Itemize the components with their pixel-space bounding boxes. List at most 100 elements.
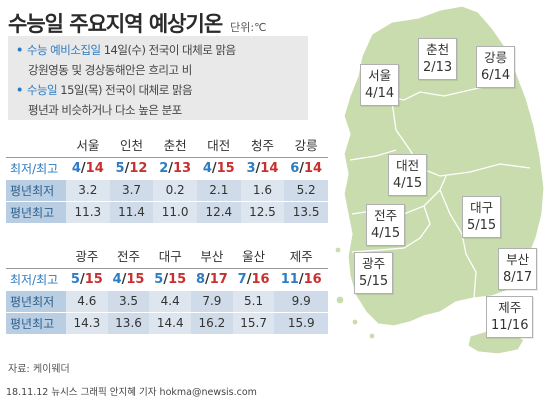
minmax-cell: 8/17 [195, 271, 228, 287]
bullet-icon: • [16, 83, 23, 97]
table-header-row: 서울 인천 춘천 대전 청주 강릉 [6, 133, 328, 158]
map-city-value: 4/14 [365, 86, 395, 101]
min-value: 6 [290, 160, 300, 176]
minmax-cell: 2/13 [159, 160, 192, 176]
map-city-name: 강릉 [484, 50, 508, 65]
minmax-row: 최저/최고 4/14 5/12 2/13 4/15 3/14 6/14 [6, 157, 328, 179]
map-city-value: 4/15 [371, 226, 401, 241]
map-city-value: 8/17 [503, 270, 533, 285]
map-city-name: 대전 [396, 158, 420, 173]
island-shape [368, 332, 376, 340]
map-label-gwangju: 광주 5/15 [354, 252, 394, 294]
city-header: 제주 [274, 244, 328, 269]
max-value: 14 [85, 160, 104, 176]
note-1-highlight: 수능 예비소집일 [26, 43, 101, 57]
avg-max-cell: 15.9 [274, 311, 328, 334]
max-value: 16 [303, 271, 322, 287]
map-city-value: 2/13 [423, 60, 453, 75]
avg-max-cell: 13.6 [107, 311, 150, 334]
minmax-row: 최저/최고 5/15 4/15 5/15 8/17 7/16 11/16 [6, 268, 328, 290]
map-city-value: 5/15 [467, 218, 497, 233]
city-header: 광주 [66, 244, 108, 269]
minmax-cell: 4/14 [71, 160, 104, 176]
minmax-cell: 7/16 [237, 271, 270, 287]
map-city-value: 5/15 [359, 274, 389, 289]
temperature-table-2: 광주 전주 대구 부산 울산 제주 최저/최고 5/15 4/15 5/15 8… [6, 244, 328, 334]
map-city-name: 제주 [498, 300, 522, 315]
map-label-daegu: 대구 5/15 [462, 196, 502, 238]
header-corner [6, 133, 66, 158]
minmax-cell: 5/12 [115, 160, 148, 176]
avg-max-cell: 11.0 [153, 200, 197, 223]
min-value: 11 [280, 271, 299, 287]
map-city-name: 광주 [362, 256, 386, 271]
city-header: 대구 [149, 244, 192, 269]
island-shape [351, 318, 359, 326]
avg-max-cell: 13.5 [284, 200, 328, 223]
max-value: 15 [168, 271, 187, 287]
notes-box: • 수능 예비소집일 14일(수) 전국이 대체로 맑음 강원영동 및 경상동해안… [8, 36, 308, 120]
max-value: 15 [84, 271, 103, 287]
city-header: 대전 [196, 133, 241, 158]
minmax-cell: 5/15 [70, 271, 103, 287]
note-1-text: 14일(수) 전국이 대체로 맑음 [100, 43, 236, 57]
avg-max-row: 평년최고 14.3 13.6 14.4 16.2 15.7 15.9 [6, 311, 328, 334]
map-label-chuncheon: 춘천 2/13 [418, 38, 458, 80]
max-value: 17 [209, 271, 228, 287]
island-shape [335, 295, 345, 305]
temperature-table-1: 서울 인천 춘천 대전 청주 강릉 최저/최고 4/14 5/12 2/13 4… [6, 133, 328, 223]
note-2: • 수능일 15일(목) 전국이 대체로 맑음 [16, 80, 193, 100]
city-header: 울산 [232, 244, 275, 269]
max-value: 15 [216, 160, 235, 176]
row-label: 평년최저 [6, 178, 66, 201]
max-value: 16 [251, 271, 270, 287]
avg-min-cell: 7.9 [191, 289, 233, 312]
map-city-name: 춘천 [426, 42, 450, 57]
min-value: 3 [246, 160, 256, 176]
minmax-cell: 4/15 [112, 271, 145, 287]
unit-label: 단위:℃ [230, 21, 267, 34]
avg-max-cell: 11.4 [109, 200, 154, 223]
note-1-line2: 강원영동 및 경상동해안은 흐리고 비 [28, 63, 192, 77]
map-label-busan: 부산 8/17 [498, 248, 538, 290]
source-credit: 자료: 케이웨더 [8, 364, 70, 375]
minmax-cell: 11/16 [280, 271, 322, 287]
map-city-value: 6/14 [481, 68, 511, 83]
avg-min-row: 평년최저 4.6 3.5 4.4 7.9 5.1 9.9 [6, 289, 328, 312]
note-2-highlight: 수능일 [26, 83, 58, 97]
province-border [351, 205, 431, 253]
city-header: 인천 [109, 133, 154, 158]
province-border [349, 149, 397, 161]
row-label: 평년최고 [6, 311, 66, 334]
row-label: 최저/최고 [10, 161, 59, 176]
avg-max-cell: 14.4 [149, 311, 192, 334]
map-city-value: 4/15 [393, 176, 423, 191]
max-value: 14 [303, 160, 323, 176]
avg-max-cell: 11.3 [66, 200, 110, 223]
table-header-row: 광주 전주 대구 부산 울산 제주 [6, 244, 328, 269]
province-border [439, 189, 477, 299]
row-label: 평년최고 [6, 200, 66, 223]
map-city-name: 서울 [368, 68, 392, 83]
avg-min-row: 평년최저 3.2 3.7 0.2 2.1 1.6 5.2 [6, 178, 328, 201]
map-city-name: 대구 [470, 200, 494, 215]
map-city-value: 11/16 [491, 318, 529, 333]
avg-min-cell: 3.2 [66, 178, 110, 201]
map-label-seoul: 서울 4/14 [360, 64, 400, 106]
avg-max-cell: 16.2 [191, 311, 233, 334]
avg-min-cell: 5.2 [284, 178, 328, 201]
row-label: 최저/최고 [10, 272, 59, 287]
header-corner [6, 244, 66, 269]
avg-min-cell: 4.6 [66, 289, 108, 312]
bullet-icon: • [16, 43, 23, 57]
minmax-cell: 3/14 [246, 160, 279, 176]
city-header: 전주 [107, 244, 150, 269]
avg-min-cell: 9.9 [274, 289, 328, 312]
avg-min-cell: 1.6 [240, 178, 285, 201]
avg-min-cell: 5.1 [232, 289, 275, 312]
min-value: 5 [70, 271, 80, 287]
min-value: 7 [237, 271, 247, 287]
max-value: 12 [129, 160, 148, 176]
min-value: 5 [154, 271, 164, 287]
avg-max-cell: 12.4 [196, 200, 241, 223]
